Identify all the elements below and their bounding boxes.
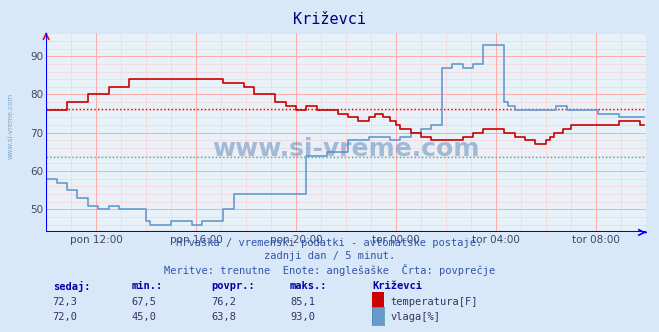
Text: zadnji dan / 5 minut.: zadnji dan / 5 minut.: [264, 251, 395, 261]
Text: 93,0: 93,0: [290, 312, 315, 322]
Text: Križevci: Križevci: [293, 12, 366, 27]
Text: 72,3: 72,3: [53, 297, 78, 307]
Text: 63,8: 63,8: [211, 312, 236, 322]
Text: povpr.:: povpr.:: [211, 281, 254, 290]
Text: www.si-vreme.com: www.si-vreme.com: [212, 137, 480, 161]
Text: sedaj:: sedaj:: [53, 281, 90, 291]
Text: Hrvaška / vremenski podatki - avtomatske postaje.: Hrvaška / vremenski podatki - avtomatske…: [177, 237, 482, 248]
Text: Meritve: trenutne  Enote: anglešaške  Črta: povprečje: Meritve: trenutne Enote: anglešaške Črta…: [164, 264, 495, 276]
Text: 76,2: 76,2: [211, 297, 236, 307]
Text: min.:: min.:: [132, 281, 163, 290]
Text: 67,5: 67,5: [132, 297, 157, 307]
Text: maks.:: maks.:: [290, 281, 328, 290]
Text: vlaga[%]: vlaga[%]: [391, 312, 441, 322]
Text: 85,1: 85,1: [290, 297, 315, 307]
Text: www.si-vreme.com: www.si-vreme.com: [8, 93, 14, 159]
Text: temperatura[F]: temperatura[F]: [391, 297, 478, 307]
Text: 45,0: 45,0: [132, 312, 157, 322]
Text: 72,0: 72,0: [53, 312, 78, 322]
Text: Križevci: Križevci: [372, 281, 422, 290]
